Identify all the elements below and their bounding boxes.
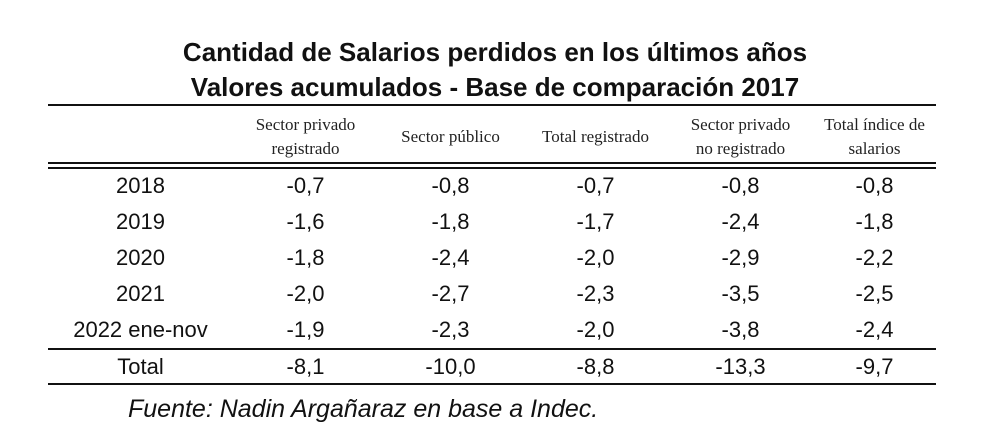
table-cell: -1,6 <box>286 209 325 234</box>
header-double-rule-bottom <box>48 167 936 169</box>
table-title: Cantidad de Salarios perdidos en los últ… <box>182 37 808 67</box>
header-double-rule-top <box>48 162 936 164</box>
table-cell: -0,8 <box>855 173 894 198</box>
table-cell: -2,9 <box>721 245 760 270</box>
total-cell: -8,1 <box>286 354 325 379</box>
table-cell: -1,8 <box>855 209 894 234</box>
table-cell: -1,9 <box>286 317 325 342</box>
source-note: Fuente: Nadin Argañaraz en base a Indec. <box>128 395 599 423</box>
table-cell: -0,8 <box>721 173 760 198</box>
total-rule <box>48 348 936 350</box>
table-cell: -0,8 <box>431 173 470 198</box>
table-cell: -1,8 <box>286 245 325 270</box>
table-row: 2018 -0,7 -0,8 -0,7 -0,8 -0,8 <box>48 168 936 204</box>
table-cell: -2,2 <box>855 245 894 270</box>
header-total-registrado: Total registrado <box>542 127 649 146</box>
table-row: 2020 -1,8 -2,4 -2,0 -2,9 -2,2 <box>48 240 936 276</box>
table-cell: -2,5 <box>855 281 894 306</box>
table-cell: -2,4 <box>721 209 760 234</box>
row-label: 2019 <box>116 209 165 234</box>
table-row: 2022 ene-nov -1,9 -2,3 -2,0 -3,8 -2,4 <box>48 312 936 348</box>
table-row: 2019 -1,6 -1,8 -1,7 -2,4 -1,8 <box>48 204 936 240</box>
total-row: Total -8,1 -10,0 -8,8 -13,3 -9,7 <box>48 349 936 385</box>
table-cell: -2,7 <box>431 281 470 306</box>
header-total-indice-salarios: Total índice de salarios <box>824 115 925 158</box>
table-cell: -3,8 <box>721 317 760 342</box>
row-label: 2018 <box>116 173 165 198</box>
row-label: 2022 ene-nov <box>73 317 208 342</box>
table-cell: -2,3 <box>576 281 615 306</box>
table-row: 2021 -2,0 -2,7 -2,3 -3,5 -2,5 <box>48 276 936 312</box>
row-label: 2021 <box>116 281 165 306</box>
header-sector-publico: Sector público <box>401 127 500 146</box>
row-label: 2020 <box>116 245 165 270</box>
total-label: Total <box>117 354 164 379</box>
table-cell: -0,7 <box>286 173 325 198</box>
total-cell: -10,0 <box>425 354 476 379</box>
total-cell: -8,8 <box>576 354 615 379</box>
total-cell: -9,7 <box>855 354 894 379</box>
table-cell: -3,5 <box>721 281 760 306</box>
table-cell: -0,7 <box>576 173 615 198</box>
table-cell: -2,4 <box>855 317 894 342</box>
table-cell: -1,8 <box>431 209 470 234</box>
table-cell: -2,0 <box>576 245 615 270</box>
table-cell: -2,0 <box>286 281 325 306</box>
top-rule <box>48 104 936 106</box>
table-subtitle: Valores acumulados - Base de comparación… <box>190 72 800 102</box>
header-sector-privado-no-registrado: Sector privado no registrado <box>690 115 791 158</box>
total-cell: -13,3 <box>715 354 766 379</box>
table-cell: -2,3 <box>431 317 470 342</box>
table-cell: -2,4 <box>431 245 470 270</box>
header-sector-privado-registrado: Sector privado registrado <box>255 115 356 158</box>
table-cell: -2,0 <box>576 317 615 342</box>
bottom-rule <box>48 383 936 385</box>
table-cell: -1,7 <box>576 209 615 234</box>
